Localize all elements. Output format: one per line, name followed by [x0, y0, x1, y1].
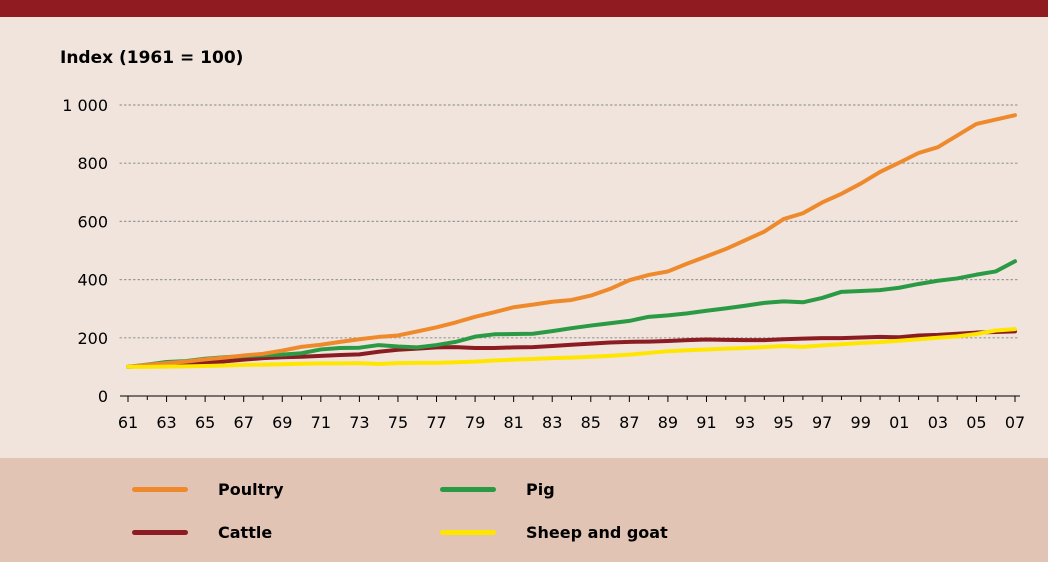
x-tick-label: 89 [658, 413, 678, 432]
legend-swatch-pig [440, 487, 496, 492]
x-tick-label: 03 [928, 413, 948, 432]
y-tick-label: 200 [77, 329, 108, 348]
legend-item-poultry: Poultry [132, 480, 284, 499]
y-axis-title: Index (1961 = 100) [60, 48, 244, 68]
x-tick-label: 85 [581, 413, 601, 432]
x-tick-label: 97 [812, 413, 832, 432]
x-tick-label: 99 [851, 413, 871, 432]
x-tick-label: 87 [619, 413, 639, 432]
legend-item-sheep-and-goat: Sheep and goat [440, 523, 668, 542]
series-line-sheep-and-goat [126, 327, 1017, 369]
x-tick-label: 83 [542, 413, 562, 432]
y-tick-label: 400 [77, 271, 108, 290]
series-line-cattle [126, 329, 1017, 369]
x-tick-label: 95 [773, 413, 793, 432]
legend-label-sheep-and-goat: Sheep and goat [526, 523, 668, 542]
legend-swatch-sheep-and-goat [440, 530, 496, 535]
top-banner [0, 0, 1048, 17]
legend-item-pig: Pig [440, 480, 555, 499]
x-tick-label: 07 [1005, 413, 1025, 432]
x-tick-label: 73 [349, 413, 369, 432]
x-tick-label: 01 [889, 413, 909, 432]
legend-area [0, 458, 1048, 562]
x-tick-label: 65 [195, 413, 215, 432]
series-line-pig [126, 259, 1017, 369]
x-tick-label: 71 [311, 413, 331, 432]
legend-item-cattle: Cattle [132, 523, 272, 542]
x-tick-label: 75 [388, 413, 408, 432]
x-tick-label: 81 [503, 413, 523, 432]
legend-label-pig: Pig [526, 480, 555, 499]
x-tick-label: 63 [156, 413, 176, 432]
legend-label-cattle: Cattle [218, 523, 273, 542]
x-tick-label: 77 [426, 413, 446, 432]
y-tick-label: 1 000 [62, 96, 108, 115]
x-tick-label: 61 [118, 413, 138, 432]
legend-label-poultry: Poultry [218, 480, 284, 499]
y-tick-label: 800 [77, 154, 108, 173]
line-chart: 0 200 400 600 800 1 000 61 63 65 67 69 71 73 75 77 79 81… [62, 96, 1025, 432]
y-tick-label: 600 [77, 212, 108, 231]
x-tick-label: 93 [735, 413, 755, 432]
x-tick-label: 05 [966, 413, 986, 432]
series-line-poultry [126, 113, 1017, 369]
legend-swatch-poultry [132, 487, 188, 492]
x-tick-label: 67 [234, 413, 254, 432]
x-tick-label: 69 [272, 413, 292, 432]
x-tick-label: 91 [696, 413, 716, 432]
x-tick-label: 79 [465, 413, 485, 432]
legend-swatch-cattle [132, 530, 188, 535]
plot-area [0, 17, 1048, 458]
y-tick-label: 0 [98, 387, 108, 406]
